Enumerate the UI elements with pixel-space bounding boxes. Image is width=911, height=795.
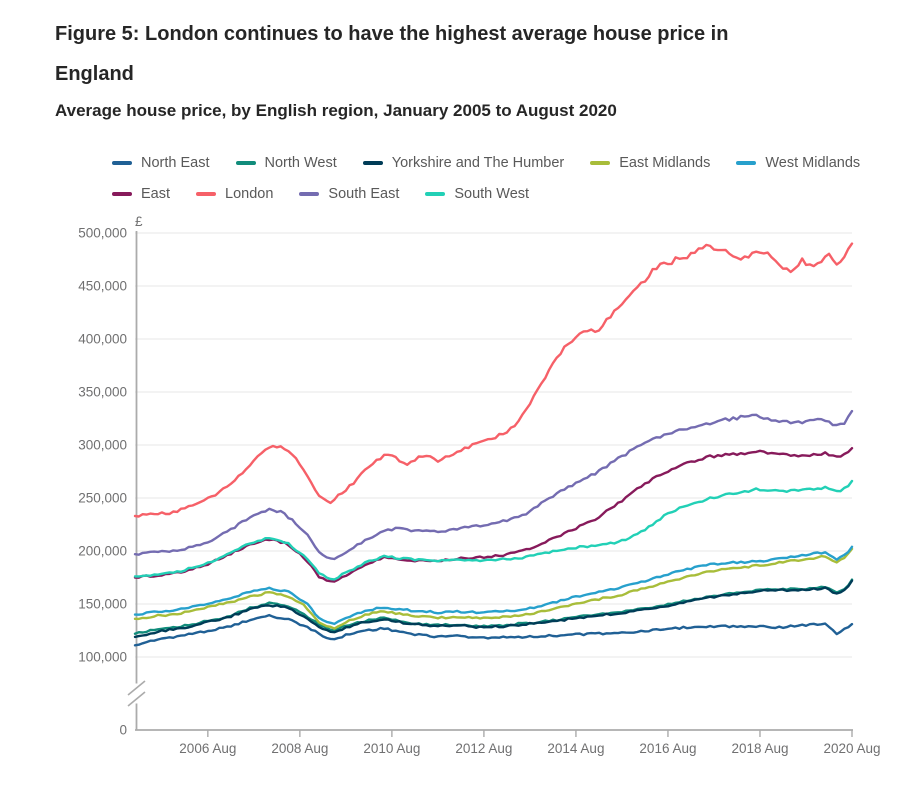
y-tick-label: 150,000 — [78, 597, 127, 612]
y-tick-label: 500,000 — [78, 226, 127, 241]
y-tick-label: 100,000 — [78, 650, 127, 665]
legend-label: London — [225, 186, 274, 202]
legend-item-north-west[interactable]: North West — [235, 155, 337, 171]
legend-label: North West — [264, 155, 337, 171]
series-line-west-midlands — [133, 545, 854, 626]
legend-item-south-west[interactable]: South West — [425, 186, 529, 202]
legend-item-west-midlands[interactable]: West Midlands — [736, 155, 860, 171]
legend-label: North East — [141, 155, 210, 171]
legend-swatch-north-east — [112, 161, 132, 165]
y-tick-label: 450,000 — [78, 279, 127, 294]
y-axis-unit-label: £ — [135, 214, 143, 229]
x-tick-label: 2020 Aug — [823, 741, 880, 756]
legend-item-south-east[interactable]: South East — [299, 186, 399, 202]
series-line-yorkshire-and-the-humber — [133, 579, 854, 639]
series-line-south-east — [133, 409, 854, 561]
legend-swatch-london — [196, 192, 217, 196]
axis-break-gap — [128, 683, 145, 704]
x-tick-label: 2018 Aug — [731, 741, 788, 756]
legend-item-london[interactable]: London — [196, 186, 273, 202]
x-tick-label: 2012 Aug — [455, 741, 512, 756]
axis-break-mark — [127, 680, 146, 696]
y-tick-label: 400,000 — [78, 332, 127, 347]
legend-label: West Midlands — [765, 155, 861, 171]
legend-swatch-south-east — [299, 192, 320, 196]
series-line-london — [133, 242, 854, 518]
x-tick-label: 2010 Aug — [363, 741, 420, 756]
legend-row: East London South East South West — [112, 183, 882, 205]
y-tick-label: 0 — [119, 723, 127, 738]
series-line-south-west — [133, 479, 854, 581]
legend-item-east[interactable]: East — [112, 186, 170, 202]
series-line-north-east — [133, 613, 854, 647]
y-tick-label: 250,000 — [78, 491, 127, 506]
figure-title: Figure 5: London continues to have the h… — [55, 23, 729, 85]
legend-swatch-west-midlands — [736, 161, 757, 165]
legend-label: South East — [328, 186, 400, 202]
legend-label: Yorkshire and The Humber — [391, 155, 565, 171]
legend-swatch-yorkshire-and-the-humber — [362, 161, 383, 165]
legend-label: East — [141, 186, 171, 202]
x-tick-label: 2014 Aug — [547, 741, 604, 756]
legend-item-north-east[interactable]: North East — [112, 155, 210, 171]
legend-row: North East North West Yorkshire and The Hu… — [112, 152, 882, 174]
y-tick-label: 350,000 — [78, 385, 127, 400]
axis-break-mark — [127, 691, 146, 707]
legend-item-east-midlands[interactable]: East Midlands — [590, 155, 710, 171]
x-tick-label: 2006 Aug — [179, 741, 236, 756]
chart-legend: North East North West Yorkshire and The Hu… — [112, 152, 882, 214]
legend-swatch-east — [112, 192, 132, 196]
legend-swatch-north-west — [235, 161, 256, 165]
legend-label: East Midlands — [619, 155, 711, 171]
y-tick-label: 200,000 — [78, 544, 127, 559]
legend-label: South West — [454, 186, 530, 202]
y-tick-label: 300,000 — [78, 438, 127, 453]
series-line-east-midlands — [133, 547, 854, 630]
figure-subtitle: Average house price, by English region, … — [55, 101, 617, 120]
legend-swatch-south-west — [425, 192, 446, 196]
legend-item-yorkshire-and-the-humber[interactable]: Yorkshire and The Humber — [362, 155, 565, 171]
x-tick-label: 2008 Aug — [271, 741, 328, 756]
legend-swatch-east-midlands — [590, 161, 611, 165]
x-tick-label: 2016 Aug — [639, 741, 696, 756]
